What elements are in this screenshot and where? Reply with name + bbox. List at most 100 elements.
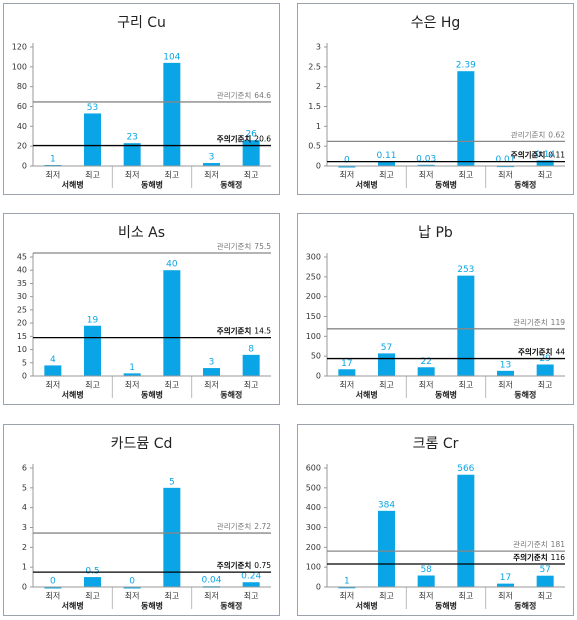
y-tick-label: 5 [22,358,27,367]
y-tick-label: 60 [17,102,27,111]
x-tick-label: 최저 [419,170,434,180]
y-tick-label: 45 [17,253,27,262]
reference-label: 관리기준치 64.6 [217,90,271,100]
x-tick-label: 최고 [538,170,553,180]
value-label: 1 [129,363,135,373]
bar [536,575,554,587]
x-tick-label: 최고 [458,380,473,390]
reference-value: 181 [551,540,566,549]
chart-title: 비소 As [118,225,165,241]
reference-name: 관리기준치 [217,241,252,251]
bar [44,365,62,376]
x-tick-label: 최고 [379,380,394,390]
y-tick-label: 400 [306,503,321,512]
reference-value: 119 [551,318,566,327]
chart-panel: 구리 Cu 0 20 40 60 80 100 120 최저 1 최고 53 최저 23 최고 104 최저 3 최… [3,3,280,195]
x-tick-label: 최저 [498,380,513,390]
y-tick-label: 20 [17,319,27,328]
value-label: 0 [50,577,56,587]
group-label: 동해병 [435,390,457,400]
bar [123,143,141,166]
value-label: 23 [126,133,137,143]
reference-name: 주의기준치 [217,560,252,570]
x-tick-label: 최저 [419,380,434,390]
x-tick-label: 최고 [164,591,179,601]
x-tick-label: 최저 [204,170,219,180]
x-tick-label: 최고 [85,380,100,390]
value-label: 1 [344,576,350,586]
y-tick-label: 0 [22,162,27,171]
reference-label: 주의기준치 0.11 [511,150,565,160]
y-tick-label: 0 [22,583,27,592]
bar [163,270,181,376]
reference-value: 0.75 [254,561,271,570]
bar [338,586,356,589]
bar [84,577,101,587]
reference-name: 관리기준치 [217,90,252,100]
x-tick-label: 최고 [538,380,553,390]
value-label: 17 [500,573,511,583]
value-label: 8 [248,344,254,354]
y-tick-label: 6 [22,464,27,473]
x-tick-label: 최고 [244,591,259,601]
reference-value: 0.62 [548,130,565,139]
y-tick-label: 10 [17,345,27,354]
value-label: 17 [341,359,352,369]
x-tick-label: 최저 [45,591,60,601]
bar [497,370,514,376]
chart-title: 크롬 Cr [413,436,459,452]
bar [378,161,395,166]
value-label: 26 [245,130,257,140]
reference-name: 주의기준치 [518,347,553,357]
y-tick-label: 3 [22,523,27,532]
group-label: 동해병 [435,180,457,190]
bar [84,113,101,166]
bar [497,583,514,587]
y-tick-label: 200 [306,543,321,552]
reference-name: 관리기준치 [511,129,546,139]
x-tick-label: 최고 [85,591,100,601]
bar [378,353,395,376]
x-tick-label: 최저 [125,170,140,180]
panel-border [297,3,574,195]
y-tick-label: 300 [306,523,321,532]
bar [457,71,475,166]
group-label: 동해정 [514,601,536,611]
bar [242,140,260,166]
chart-panel: 납 Pb 0 50 100 150 200 250 300 최저 17 최고 57 최저 22 최고 253 최… [297,213,574,405]
x-tick-label: 최고 [458,170,473,180]
x-tick-label: 최고 [379,591,394,601]
y-tick-label: 2.5 [308,62,321,71]
bar [338,369,356,376]
group-label: 서해병 [62,180,84,190]
y-tick-label: 100 [306,563,321,572]
y-tick-label: 1 [316,122,321,131]
group-label: 동해정 [514,180,536,190]
value-label: 19 [87,315,99,325]
group-label: 서해병 [356,390,378,400]
bar [163,487,181,587]
y-tick-label: 3 [316,43,321,52]
y-tick-label: 0 [316,372,321,381]
bar [44,587,62,589]
x-tick-label: 최저 [498,591,513,601]
bar [242,582,260,587]
group-label: 동해정 [220,390,242,400]
value-label: 0.11 [376,151,396,161]
group-label: 동해병 [141,601,163,611]
reference-label: 관리기준치 181 [513,539,565,549]
panel-border [3,3,280,195]
chart-title: 납 Pb [418,225,453,241]
x-tick-label: 최저 [204,591,219,601]
x-tick-label: 최저 [339,591,354,601]
x-tick-label: 최고 [458,591,473,601]
bar [457,474,475,587]
bar [123,587,141,589]
reference-name: 주의기준치 [511,150,546,160]
y-tick-label: 30 [17,292,27,301]
group-label: 서해병 [356,601,378,611]
value-label: 58 [420,565,432,575]
x-tick-label: 최고 [164,170,179,180]
